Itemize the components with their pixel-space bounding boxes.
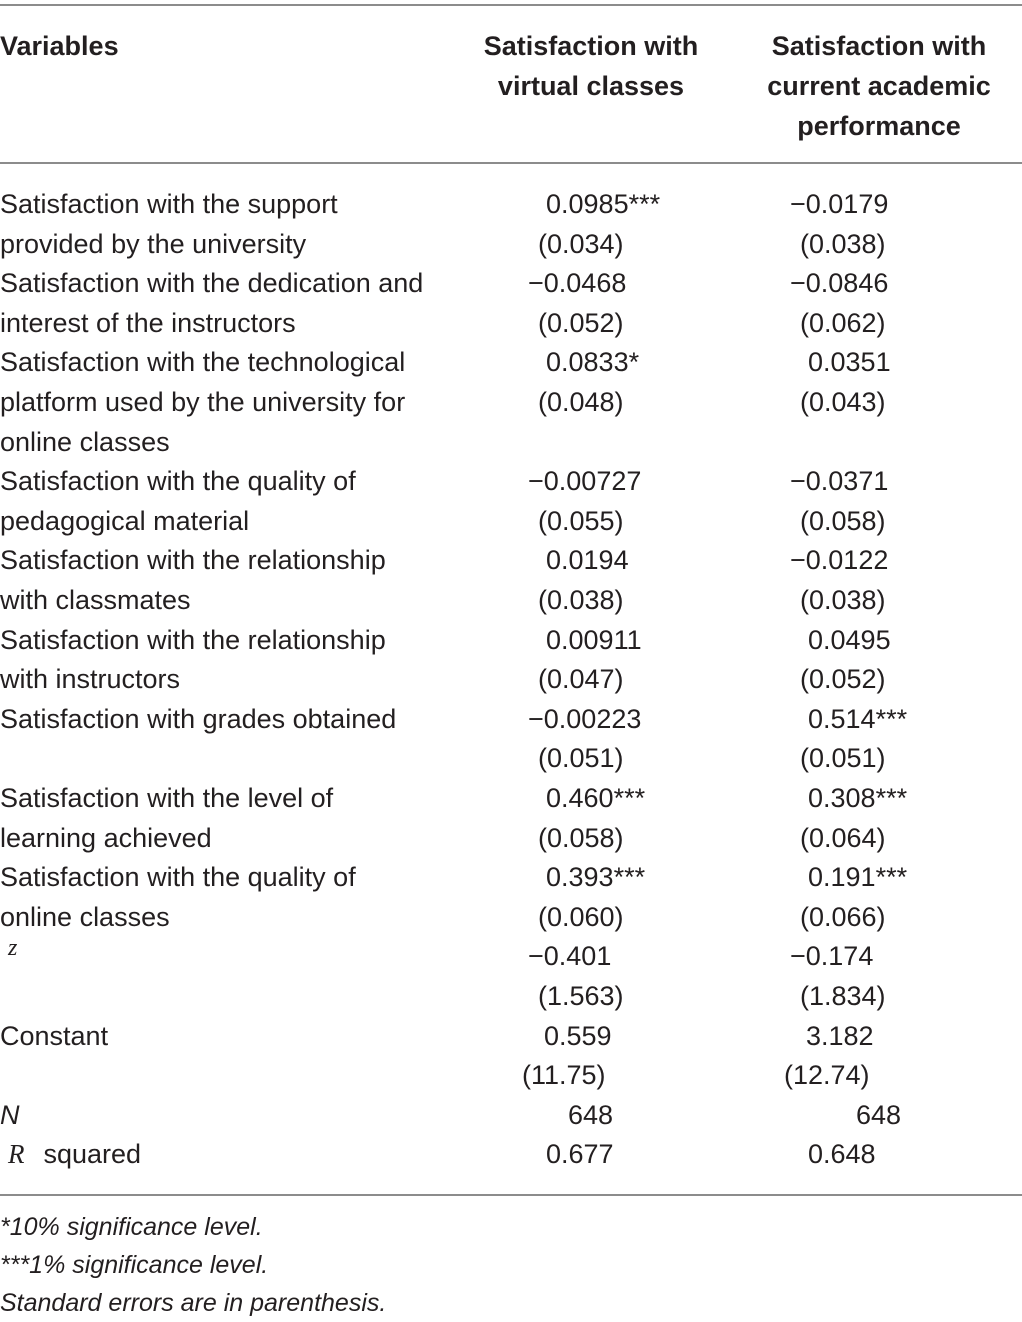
coefficient-cell: −0.0122: [790, 545, 889, 576]
coefficient-cell: 0.677: [546, 1139, 614, 1170]
standard-error-cell: (0.052): [538, 307, 624, 338]
coefficient-cell: 648: [568, 1099, 614, 1130]
standard-error-cell: (0.064): [800, 822, 886, 853]
coefficient-cell: 3.182: [806, 1020, 874, 1051]
standard-error-cell: (0.051): [800, 743, 886, 774]
coefficient-cell: 0.0495: [808, 624, 891, 655]
standard-error-cell: (0.066): [800, 901, 886, 932]
standard-error-cell: (11.75): [522, 1060, 606, 1091]
standard-error-cell: (12.74): [784, 1060, 870, 1091]
header-col-academic-performance: Satisfaction with current academic perfo…: [750, 26, 1008, 146]
coefficient-cell: 0.559: [544, 1020, 612, 1051]
coefficient-cell: 0.0351: [808, 347, 891, 378]
row-label: Satisfaction with the relationship: [0, 545, 386, 576]
coefficient-cell: 0.648: [808, 1139, 876, 1170]
coefficient-cell: −0.0846: [790, 268, 889, 299]
coefficient-cell: −0.00727: [528, 466, 642, 497]
row-label: interest of the instructors: [0, 307, 296, 338]
row-label: platform used by the university for: [0, 387, 406, 417]
coefficient-cell: 0.460***: [546, 783, 646, 813]
row-label: Satisfaction with the level of: [0, 783, 334, 813]
standard-error-cell: (0.058): [800, 505, 886, 536]
coefficient-cell: 0.00911: [546, 624, 642, 655]
row-label: Satisfaction with grades obtained: [0, 703, 397, 734]
row-label: Constant: [0, 1020, 109, 1051]
row-label: Satisfaction with the technological: [0, 347, 406, 378]
coefficient-cell: 0.0985***: [546, 189, 661, 219]
top-rule: [0, 4, 1022, 6]
footnote-standard-errors: Standard errors are in parenthesis.: [0, 1289, 387, 1317]
coefficient-cell: −0.0179: [790, 189, 889, 219]
coefficient-cell: 0.308***: [808, 783, 908, 813]
standard-error-cell: (0.062): [800, 307, 886, 338]
coefficient-cell: 0.0833*: [546, 347, 640, 378]
header-col1-line2: virtual classes: [497, 71, 685, 101]
row-label: Satisfaction with the dedication and: [0, 268, 424, 299]
header-variables: Variables: [0, 31, 119, 61]
row-label: online classes: [0, 426, 170, 457]
row-label: Satisfaction with the relationship: [0, 624, 386, 655]
row-label: provided by the university: [0, 228, 307, 259]
standard-error-cell: (0.048): [538, 387, 624, 417]
footnote-1pct: ***1% significance level.: [0, 1251, 269, 1279]
row-label: Satisfaction with the quality of: [0, 466, 356, 497]
header-col1-line1: Satisfaction with: [483, 31, 699, 61]
standard-error-cell: (0.055): [538, 505, 624, 536]
standard-error-cell: (0.034): [538, 228, 624, 259]
coefficient-cell: 0.393***: [546, 862, 646, 893]
standard-error-cell: (0.038): [538, 585, 624, 615]
row-label: online classes: [0, 901, 170, 932]
coefficient-cell: −0.174: [790, 941, 874, 972]
coefficient-cell: 0.0194: [546, 545, 629, 576]
standard-error-cell: (1.834): [800, 981, 886, 1011]
standard-error-cell: (0.038): [800, 585, 886, 615]
row-label: with instructors: [0, 664, 181, 695]
standard-error-cell: (0.038): [800, 228, 886, 259]
standard-error-cell: (0.060): [538, 901, 624, 932]
row-label: learning achieved: [0, 822, 212, 853]
header-col2-line3: performance: [797, 111, 961, 141]
header-col2-line1: Satisfaction with: [771, 31, 987, 61]
row-label: Satisfaction with the quality of: [0, 862, 356, 893]
coefficient-cell: −0.0371: [790, 466, 889, 497]
header-rule: [0, 162, 1022, 164]
row-label: with classmates: [0, 585, 191, 615]
coefficient-cell: −0.0468: [528, 268, 627, 299]
standard-error-cell: (0.051): [538, 743, 624, 774]
standard-error-cell: (1.563): [538, 981, 624, 1011]
bottom-rule: [0, 1194, 1022, 1196]
coefficient-cell: 0.514***: [808, 703, 908, 734]
header-col-virtual-classes: Satisfaction with virtual classes: [462, 26, 720, 106]
coefficient-cell: 648: [856, 1099, 902, 1130]
coefficient-cell: −0.401: [528, 941, 612, 972]
row-label: N: [0, 1099, 20, 1130]
r-symbol: R: [8, 1139, 25, 1170]
standard-error-cell: (0.047): [538, 664, 624, 695]
row-label: pedagogical material: [0, 505, 250, 536]
squared-text: squared: [43, 1139, 142, 1170]
standard-error-cell: (0.043): [800, 387, 886, 417]
coefficient-cell: 0.191***: [808, 862, 908, 893]
row-label: z: [8, 935, 18, 962]
standard-error-cell: (0.058): [538, 822, 624, 853]
footnote-10pct: *10% significance level.: [0, 1213, 263, 1241]
coefficient-cell: −0.00223: [528, 703, 642, 734]
row-label: Satisfaction with the support: [0, 189, 338, 219]
header-col2-line2: current academic: [767, 71, 991, 101]
standard-error-cell: (0.052): [800, 664, 886, 695]
